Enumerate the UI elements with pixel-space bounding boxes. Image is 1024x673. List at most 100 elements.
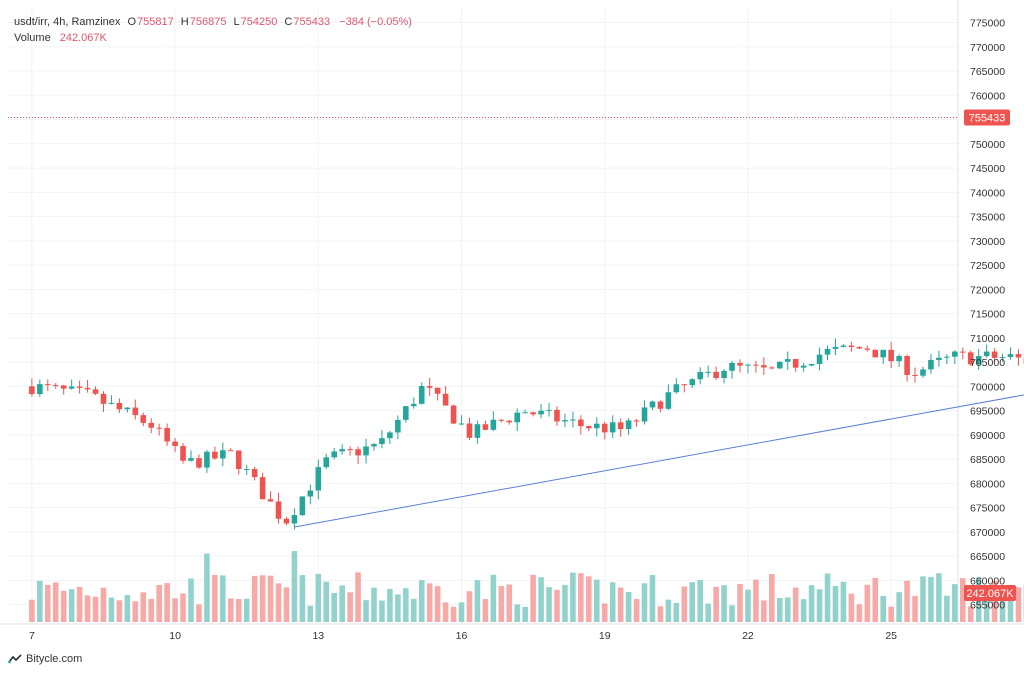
volume-bar xyxy=(593,579,600,622)
candle-body xyxy=(371,444,377,447)
volume-bar xyxy=(729,605,735,622)
candles xyxy=(29,338,1024,530)
price-tick-label: 670000 xyxy=(970,527,1005,539)
candle-body xyxy=(792,359,799,368)
volume-bar xyxy=(426,583,433,622)
price-tick-label: 725000 xyxy=(970,260,1005,272)
volume-bar xyxy=(124,595,131,622)
candle-body xyxy=(379,438,385,445)
candle-body xyxy=(848,345,855,348)
candle-body xyxy=(220,450,226,459)
candle-body xyxy=(840,345,847,347)
volume-bar xyxy=(1007,598,1014,622)
candle-body xyxy=(928,359,934,370)
volume-bar xyxy=(586,576,592,622)
volume-bar xyxy=(784,597,791,622)
volume-bar xyxy=(769,574,775,622)
volume-bar xyxy=(538,577,544,622)
candle-body xyxy=(959,351,966,353)
candle-body xyxy=(816,354,823,364)
volume-bar xyxy=(840,581,847,622)
candle-body xyxy=(657,401,664,409)
candle-body xyxy=(307,490,314,497)
candle-body xyxy=(235,450,242,470)
candle-body xyxy=(275,501,282,519)
volume-bar xyxy=(641,583,648,622)
volume-bar xyxy=(928,576,934,622)
candle-body xyxy=(458,423,465,425)
candle-body xyxy=(609,422,616,433)
volume-bar xyxy=(196,604,202,622)
candle-body xyxy=(633,420,640,422)
volume-bar xyxy=(379,600,385,622)
candle-body xyxy=(625,420,632,430)
price-tick-label: 770000 xyxy=(970,42,1005,54)
price-tick-label: 695000 xyxy=(970,406,1005,418)
bitycle-logo-icon xyxy=(8,654,22,664)
price-tick-label: 720000 xyxy=(970,284,1005,296)
candle-body xyxy=(108,402,115,404)
candle-body xyxy=(323,457,330,468)
candle-body xyxy=(92,389,99,394)
volume-bar xyxy=(999,598,1006,622)
volume-bar xyxy=(275,583,282,622)
candle-body xyxy=(570,419,576,421)
candle-body xyxy=(474,424,481,438)
volume-bar xyxy=(148,598,155,622)
price-tick-label: 690000 xyxy=(970,430,1005,442)
volume-bar xyxy=(880,595,886,622)
price-tick-label: 700000 xyxy=(970,381,1005,393)
candle-body xyxy=(920,369,926,376)
volume-bar xyxy=(355,572,361,622)
volume-bar xyxy=(657,606,664,622)
candle-body xyxy=(1015,354,1022,358)
brand-watermark[interactable]: Bitycle.com xyxy=(8,652,82,666)
candle-body xyxy=(601,423,608,433)
candle-body xyxy=(60,385,67,389)
candle-body xyxy=(649,401,656,408)
price-tick-label: 675000 xyxy=(970,503,1005,515)
candle-body xyxy=(975,356,982,365)
volume-bar xyxy=(522,606,528,622)
volume-bar xyxy=(609,582,616,622)
candle-body xyxy=(148,422,155,428)
symbol-label: usdt/irr, 4h, Ramzinex xyxy=(14,16,121,28)
volume-bar xyxy=(450,606,457,622)
candle-body xyxy=(967,352,974,365)
candle-body xyxy=(29,386,35,395)
volume-bar xyxy=(44,584,51,622)
volume-bar xyxy=(418,580,425,622)
candle-body xyxy=(673,384,680,393)
candle-body xyxy=(267,499,274,502)
candle-body xyxy=(681,384,688,386)
candle-body xyxy=(776,361,783,369)
volume-bar xyxy=(68,589,75,622)
candle-body xyxy=(116,402,123,410)
last-volume-label: 242.067K xyxy=(966,588,1014,600)
price-tick-label: 745000 xyxy=(970,163,1005,175)
volume-bar xyxy=(617,587,624,622)
volume-bar xyxy=(737,584,743,622)
candle-body xyxy=(315,467,322,491)
price-tick-label: 775000 xyxy=(970,18,1005,30)
candle-body xyxy=(880,349,886,358)
price-tick-label: 685000 xyxy=(970,454,1005,466)
candle-body xyxy=(403,406,409,420)
candle-body xyxy=(904,356,910,375)
volume-bar xyxy=(745,589,751,622)
candle-body xyxy=(37,384,43,395)
volume-bar xyxy=(29,599,35,622)
volume-bar xyxy=(546,587,552,622)
last-price-label: 755433 xyxy=(969,112,1006,124)
open-value: 755817 xyxy=(137,16,174,28)
volume-bar xyxy=(108,597,115,622)
volume-bar xyxy=(267,575,274,622)
volume-bar xyxy=(251,575,258,622)
candle-body xyxy=(434,387,441,394)
volume-bar xyxy=(952,584,958,622)
time-tick-label: 10 xyxy=(169,630,181,642)
candle-body xyxy=(769,367,775,369)
price-tick-label: 655000 xyxy=(970,600,1005,612)
